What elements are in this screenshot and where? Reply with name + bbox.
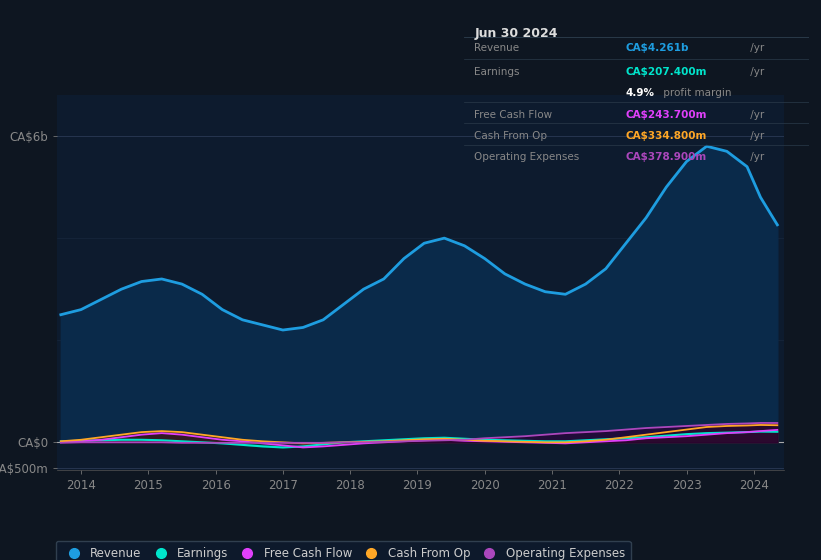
Text: 4.9%: 4.9% bbox=[626, 88, 655, 99]
Text: Revenue: Revenue bbox=[475, 43, 520, 53]
Legend: Revenue, Earnings, Free Cash Flow, Cash From Op, Operating Expenses: Revenue, Earnings, Free Cash Flow, Cash … bbox=[56, 541, 631, 560]
Text: /yr: /yr bbox=[746, 131, 764, 141]
Text: Operating Expenses: Operating Expenses bbox=[475, 152, 580, 162]
Text: /yr: /yr bbox=[746, 67, 764, 77]
Text: /yr: /yr bbox=[746, 152, 764, 162]
Text: Earnings: Earnings bbox=[475, 67, 520, 77]
Text: Cash From Op: Cash From Op bbox=[475, 131, 548, 141]
Text: Jun 30 2024: Jun 30 2024 bbox=[475, 27, 557, 40]
Text: /yr: /yr bbox=[746, 43, 764, 53]
Text: CA$243.700m: CA$243.700m bbox=[626, 110, 708, 120]
Text: CA$207.400m: CA$207.400m bbox=[626, 67, 708, 77]
Text: CA$378.900m: CA$378.900m bbox=[626, 152, 707, 162]
Text: Free Cash Flow: Free Cash Flow bbox=[475, 110, 553, 120]
Text: CA$334.800m: CA$334.800m bbox=[626, 131, 708, 141]
Text: profit margin: profit margin bbox=[660, 88, 732, 99]
Text: /yr: /yr bbox=[746, 110, 764, 120]
Text: CA$4.261b: CA$4.261b bbox=[626, 43, 690, 53]
